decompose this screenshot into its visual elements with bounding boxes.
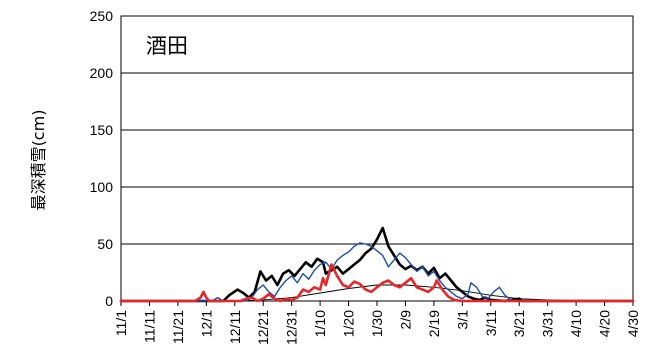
chart-title: 酒田 bbox=[146, 34, 188, 58]
x-tick-label: 4/20 bbox=[597, 310, 613, 337]
x-tick-label: 4/10 bbox=[568, 310, 584, 337]
x-tick-label: 3/11 bbox=[483, 310, 499, 336]
y-tick-label: 150 bbox=[90, 122, 114, 138]
x-tick-label: 2/19 bbox=[426, 310, 442, 337]
series-line-3 bbox=[120, 242, 634, 302]
y-axis-label: 最深積雪(cm) bbox=[29, 110, 48, 211]
x-tick-label: 4/30 bbox=[625, 310, 641, 337]
x-tick-labels: 11/1 11/11 11/21 12/1 12/11 12/21 12/31 1/10 1/2… bbox=[113, 301, 641, 345]
series-line-1 bbox=[120, 284, 634, 302]
x-tick-label: 3/1 bbox=[454, 310, 470, 330]
x-tick-label: 12/11 bbox=[227, 310, 243, 344]
y-tick-label: 200 bbox=[90, 65, 114, 81]
x-tick-label: 11/21 bbox=[170, 310, 186, 344]
series-line-2 bbox=[119, 226, 635, 303]
x-tick-label: 11/11 bbox=[141, 310, 157, 343]
x-tick-label: 3/31 bbox=[540, 310, 556, 337]
gridlines bbox=[121, 72, 633, 245]
y-tick-label: 100 bbox=[90, 179, 114, 195]
y-tick-label: 50 bbox=[97, 236, 113, 252]
x-tick-label: 12/31 bbox=[284, 310, 300, 345]
x-tick-label: 3/21 bbox=[511, 310, 527, 337]
x-tick-label: 11/1 bbox=[113, 310, 129, 336]
x-tick-label: 12/1 bbox=[198, 310, 214, 337]
series-line-4 bbox=[119, 263, 635, 303]
plot-area bbox=[120, 15, 634, 302]
x-tick-label: 2/9 bbox=[397, 310, 413, 330]
x-tick-label: 1/20 bbox=[341, 310, 357, 337]
x-tick-label: 1/30 bbox=[369, 310, 385, 337]
series-lines bbox=[119, 226, 635, 303]
x-tick-label: 1/10 bbox=[312, 310, 328, 337]
y-tick-labels: 0 50 100 150 200 250 bbox=[90, 8, 114, 309]
y-tick-label: 250 bbox=[90, 8, 114, 24]
y-tick-label: 0 bbox=[105, 293, 113, 309]
x-tick-label: 12/21 bbox=[255, 310, 271, 345]
